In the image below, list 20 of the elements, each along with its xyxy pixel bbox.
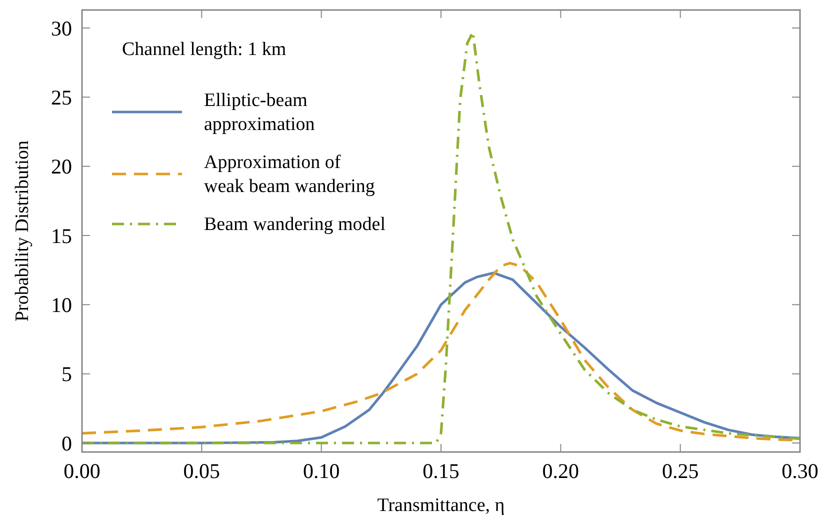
- x-tick-label: 0.00: [64, 459, 100, 483]
- x-tick-label: 0.30: [782, 459, 818, 483]
- y-axis-title: Probability Distribution: [12, 140, 33, 322]
- y-tick-label: 25: [51, 86, 72, 110]
- y-tick-label: 10: [51, 293, 72, 318]
- x-tick-label: 0.15: [422, 459, 460, 483]
- y-tick-label: 5: [62, 362, 72, 386]
- x-tick-label: 0.10: [302, 459, 340, 483]
- x-tick-label: 0.20: [542, 459, 580, 483]
- y-tick-label: 0: [62, 431, 72, 456]
- x-tick-label: 0.25: [662, 459, 699, 483]
- y-tick-label: 20: [51, 154, 72, 179]
- x-axis-title: Transmittance, η: [377, 495, 505, 516]
- legend-label: Approximation of weak beam wandering: [204, 152, 376, 197]
- legend-label: Beam wandering model: [204, 214, 386, 235]
- y-tick-label: 30: [51, 16, 72, 40]
- legend-label: Elliptic-beam approximation: [204, 90, 316, 135]
- x-tick-label: 0.05: [183, 459, 220, 483]
- y-tick-label: 15: [51, 224, 72, 248]
- annotation: Channel length: 1 km: [122, 39, 286, 60]
